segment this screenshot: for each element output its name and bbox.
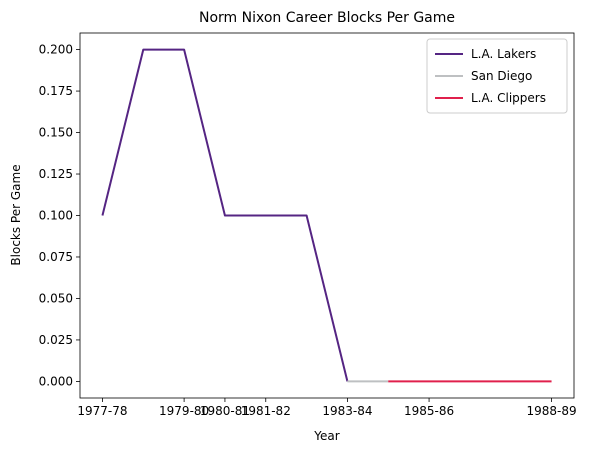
plot-area-frame [79,32,575,399]
y-tick-label: 0.000 [39,374,73,388]
legend-label: San Diego [471,69,532,83]
y-tick-label: 0.075 [39,250,73,264]
y-tick-label: 0.050 [39,291,73,305]
x-tick-label: 1981-82 [241,404,291,418]
legend-box [426,38,568,114]
y-tick-label: 0.100 [39,209,73,223]
x-tick-label: 1985-86 [404,404,454,418]
y-tick-label: 0.150 [39,126,73,140]
y-tick-label: 0.175 [39,84,73,98]
x-tick-label: 1988-89 [526,404,576,418]
y-tick-label: 0.125 [39,167,73,181]
x-tick-label: 1977-78 [77,404,127,418]
y-axis-title: Blocks Per Game [9,164,23,265]
legend-label: L.A. Clippers [471,91,546,105]
x-tick-label: 1983-84 [322,404,372,418]
x-axis-title: Year [313,429,339,443]
legend-label: L.A. Lakers [471,47,536,61]
chart-title: Norm Nixon Career Blocks Per Game [199,10,455,26]
y-tick-label: 0.025 [39,333,73,347]
x-tick-label: 1979-80 [159,404,209,418]
y-tick-label: 0.200 [39,43,73,57]
series-line-0 [101,48,349,382]
legend: L.A. Lakers San Diego L.A. Clippers [426,38,568,114]
x-tick-label: 1980-81 [200,404,250,418]
